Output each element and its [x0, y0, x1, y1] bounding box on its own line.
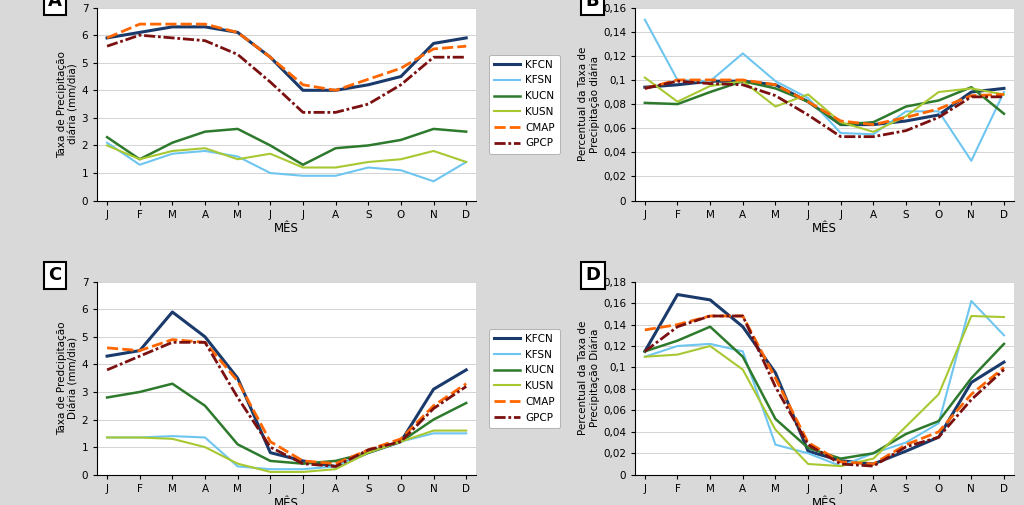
X-axis label: MÊS: MÊS	[812, 222, 837, 235]
Text: B: B	[586, 0, 599, 10]
Y-axis label: Taxa de Predcipitação
Diária (mm/dia): Taxa de Predcipitação Diária (mm/dia)	[57, 322, 79, 435]
Legend: KFCN, KFSN, KUCN, KUSN, CMAP, GPCP: KFCN, KFSN, KUCN, KUSN, CMAP, GPCP	[488, 329, 560, 428]
Y-axis label: Percentual da Taxa de
Precipitação Diária: Percentual da Taxa de Precipitação Diári…	[578, 321, 600, 435]
Legend: KFCN, KFSN, KUCN, KUSN, CMAP, GPCP: KFCN, KFSN, KUCN, KUSN, CMAP, GPCP	[488, 55, 560, 154]
Text: C: C	[48, 266, 61, 284]
Y-axis label: Taxa de Precipitação
diária (mm/dia): Taxa de Precipitação diária (mm/dia)	[57, 50, 79, 158]
Text: D: D	[586, 266, 601, 284]
X-axis label: MÊS: MÊS	[812, 496, 837, 505]
X-axis label: MÊS: MÊS	[274, 496, 299, 505]
Text: A: A	[48, 0, 61, 10]
X-axis label: MÊS: MÊS	[274, 222, 299, 235]
Y-axis label: Percentual da Taxa de
Precipitação diária: Percentual da Taxa de Precipitação diári…	[578, 47, 600, 161]
